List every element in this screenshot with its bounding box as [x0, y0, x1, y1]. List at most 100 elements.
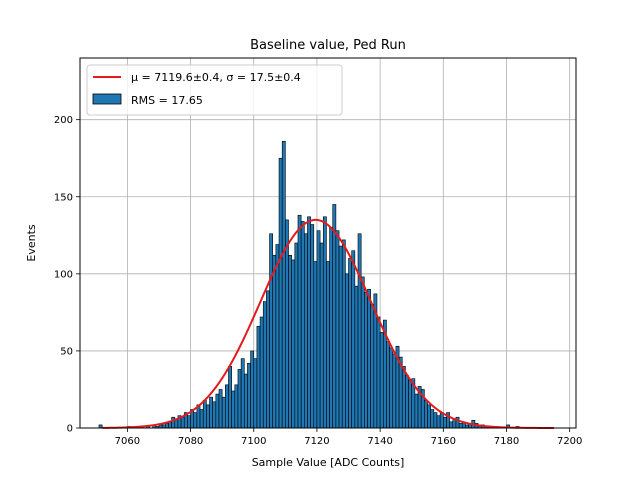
histogram-bar [294, 242, 299, 429]
histogram-bar [364, 292, 368, 429]
histogram-bar [212, 401, 217, 429]
histogram-bar [269, 233, 274, 429]
histogram-bar [187, 415, 191, 429]
histogram-bar [237, 369, 242, 429]
histogram-bar [386, 341, 390, 429]
histogram-bar [307, 216, 311, 429]
x-tick-label: 7080 [178, 436, 203, 447]
x-tick-label: 7120 [304, 436, 329, 447]
histogram-bar [288, 255, 292, 429]
histogram-bar [351, 250, 356, 429]
histogram-bar [310, 224, 315, 429]
legend: μ = 7119.6±0.4, σ = 17.5±0.4 RMS = 17.65 [86, 64, 343, 116]
histogram-bar [357, 233, 362, 429]
histogram-bar [193, 412, 198, 429]
legend-box [86, 64, 343, 116]
histogram-bar [443, 416, 447, 429]
histogram-bar [304, 233, 308, 429]
y-tick-label: 50 [60, 346, 73, 357]
histogram-bar [202, 399, 207, 429]
histogram-bar [247, 362, 251, 429]
x-tick-label: 7100 [241, 436, 266, 447]
histogram-bar [300, 221, 305, 429]
legend-histogram-swatch [92, 93, 122, 105]
histogram-bar [196, 404, 201, 429]
histogram-bar [341, 239, 346, 429]
x-axis-ticks: 7060 7080 7100 7120 7140 7160 7180 7200 [115, 428, 582, 447]
histogram-bar [240, 358, 245, 429]
histogram-bar [221, 396, 226, 429]
x-tick-label: 7140 [367, 436, 392, 447]
histogram-bar [266, 290, 270, 429]
x-tick-label: 7160 [431, 436, 456, 447]
histogram-bar [439, 412, 444, 429]
histogram-bar [281, 140, 286, 429]
chart-title: Baseline value, Ped Run [250, 38, 406, 53]
histogram-bar [427, 404, 431, 429]
histogram-bar [285, 219, 289, 429]
histogram-bar [209, 396, 213, 429]
histogram-bar [313, 261, 318, 429]
histogram-bar [335, 230, 340, 429]
histogram-bar [243, 373, 248, 429]
histogram-bar [164, 423, 169, 429]
plot-frame [79, 57, 577, 429]
histogram-bar [231, 390, 236, 429]
histogram-bar [329, 227, 334, 429]
legend-histogram-label: RMS = 17.65 [131, 94, 203, 107]
histogram-bar [206, 404, 210, 429]
histogram-bar [199, 409, 204, 429]
histogram-bar [259, 316, 264, 429]
y-axis-ticks: 0 50 100 150 200 [54, 115, 80, 435]
histogram-bar [256, 325, 261, 429]
histogram-bar [433, 412, 438, 429]
histogram-bar [262, 301, 267, 429]
histogram-bar [332, 204, 337, 429]
histogram-bar [180, 416, 185, 429]
histogram-bar [354, 285, 359, 429]
histogram-bar [234, 384, 239, 429]
legend-fit-label: μ = 7119.6±0.4, σ = 17.5±0.4 [131, 71, 301, 84]
histogram-bar [250, 350, 255, 429]
histogram-bar [278, 157, 283, 429]
histogram-bar [291, 259, 296, 429]
histogram-bar [376, 316, 381, 429]
histogram-bar [319, 242, 324, 429]
histogram-bar [316, 230, 321, 429]
histogram-bar [322, 216, 327, 429]
histogram-bar [326, 261, 330, 429]
histogram-bar [338, 245, 343, 429]
histogram-bar [405, 375, 409, 429]
histogram-bar [297, 214, 302, 429]
histogram-bar [379, 332, 384, 429]
y-tick-label: 200 [54, 115, 73, 126]
histogram-bar [370, 304, 375, 429]
histogram-bar [228, 366, 232, 429]
x-tick-label: 7180 [494, 436, 519, 447]
histogram-bar [348, 258, 352, 429]
x-tick-label: 7200 [557, 436, 582, 447]
histogram-bar [458, 423, 463, 429]
histogram-bar [275, 244, 280, 429]
histogram-bar [367, 288, 371, 429]
y-axis-label: Events [25, 224, 38, 262]
histogram-bar [272, 255, 277, 429]
y-tick-label: 0 [67, 424, 73, 435]
y-tick-label: 150 [54, 192, 73, 203]
histogram-bar [389, 347, 394, 429]
histogram-bar [171, 416, 176, 429]
histogram-bar [392, 353, 397, 429]
histogram-bar [215, 393, 220, 429]
histogram-bar [414, 393, 419, 429]
fit-curve-group [102, 218, 554, 429]
histogram-bar [253, 358, 258, 429]
histogram-bar [424, 399, 428, 429]
histogram-bar [218, 389, 223, 429]
gaussian-fit-curve [102, 218, 554, 429]
histogram-bar [225, 384, 229, 429]
histogram-bar [360, 276, 365, 429]
histogram-bar [430, 409, 435, 429]
histogram-bar [449, 421, 454, 429]
x-axis-label: Sample Value [ADC Counts] [252, 456, 405, 469]
